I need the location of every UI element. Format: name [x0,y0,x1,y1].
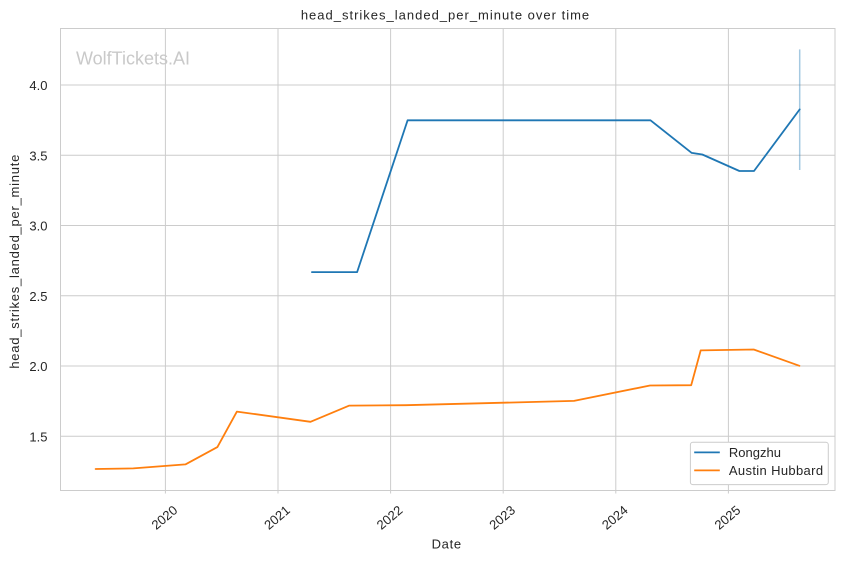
svg-text:WolfTickets.AI: WolfTickets.AI [76,48,190,68]
svg-text:head_strikes_landed_per_minute: head_strikes_landed_per_minute [7,154,22,369]
svg-text:2023: 2023 [486,502,518,532]
svg-text:3.5: 3.5 [29,149,47,164]
svg-text:Date: Date [432,537,462,552]
svg-text:2024: 2024 [599,502,631,532]
svg-text:3.0: 3.0 [29,219,47,234]
svg-text:2021: 2021 [261,502,293,532]
svg-text:2.0: 2.0 [29,359,47,374]
svg-text:4.0: 4.0 [29,78,47,93]
svg-text:2025: 2025 [712,502,744,532]
svg-text:head_strikes_landed_per_minute: head_strikes_landed_per_minute over time [301,7,590,22]
svg-text:Austin Hubbard: Austin Hubbard [729,463,824,478]
svg-text:Rongzhu: Rongzhu [729,445,781,460]
svg-text:2.5: 2.5 [29,289,47,304]
svg-text:1.5: 1.5 [29,430,47,445]
svg-text:2022: 2022 [374,502,406,532]
svg-text:2020: 2020 [149,502,181,532]
